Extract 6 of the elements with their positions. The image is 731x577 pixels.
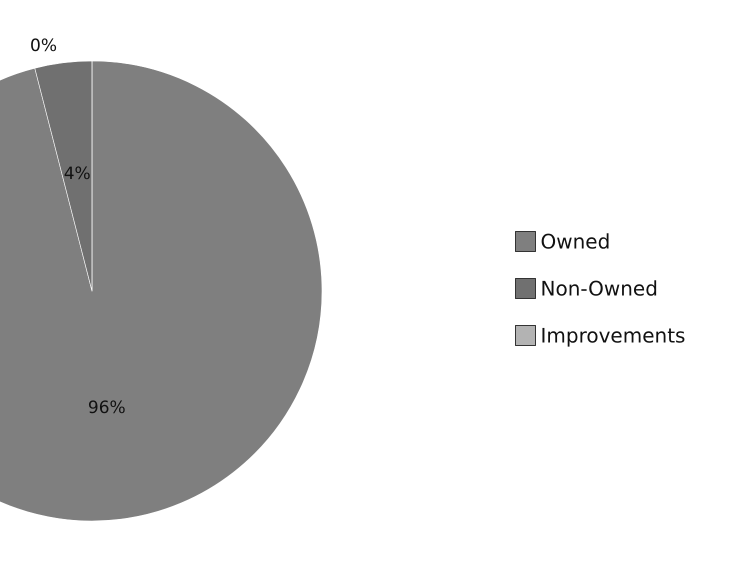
legend-label: Non-Owned [540, 276, 658, 300]
data-label: 96% [88, 398, 126, 418]
data-label: 4% [64, 164, 91, 184]
legend-label: Improvements [540, 324, 686, 348]
legend-label: Owned [540, 230, 610, 254]
text: 0% [30, 36, 57, 56]
